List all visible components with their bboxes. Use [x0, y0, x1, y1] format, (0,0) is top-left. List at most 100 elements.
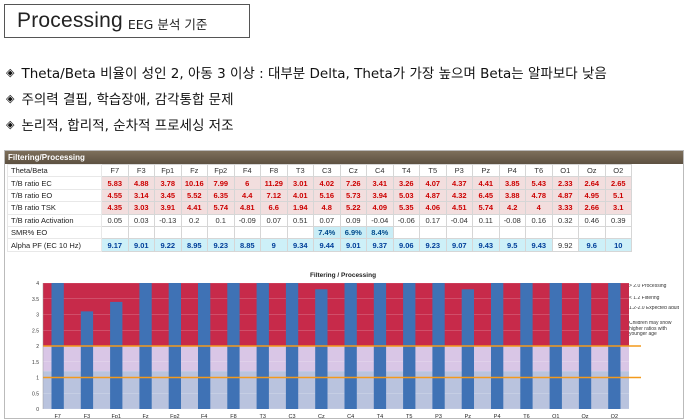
legend-item: 1.2-2.0 Expected adult — [629, 306, 679, 311]
table-cell: 4.35 — [101, 201, 129, 215]
x-tick-label: P3 — [435, 414, 442, 419]
table-cell: 0.03 — [127, 213, 155, 227]
x-tick-label: F4 — [201, 414, 207, 419]
table-cell: 7.4% — [313, 225, 341, 240]
table-cell: 2.66 — [578, 201, 606, 215]
y-tick-label: 0 — [36, 407, 39, 413]
table-cell: 4.41 — [180, 201, 208, 215]
x-tick-label: C4 — [347, 414, 354, 419]
x-tick-label: C3 — [289, 414, 296, 419]
table-cell: 9.22 — [154, 238, 182, 252]
table-cell: 0.2 — [180, 213, 208, 227]
table-cell: 4.41 — [472, 176, 500, 190]
column-header: Fz — [180, 163, 208, 178]
table-cell: 9.37 — [366, 238, 394, 252]
table-cell: 7.12 — [260, 188, 288, 203]
legend-item: > 2.0 Processing — [629, 284, 667, 289]
bullet-list: ◈ Theta/Beta 비율이 성인 2, 아동 3 이상 : 대부분 Delt… — [6, 59, 607, 137]
x-tick-label: O2 — [611, 414, 618, 419]
table-cell: 3.91 — [154, 201, 182, 215]
table-cell: 5.35 — [392, 201, 420, 215]
table-cell: 4.95 — [578, 188, 606, 203]
table-cell: 6.35 — [207, 188, 235, 203]
table-cell: 5.22 — [339, 201, 367, 215]
y-tick-label: 3 — [36, 313, 39, 319]
x-tick-label: F3 — [84, 414, 90, 419]
table-cell: 5.03 — [392, 188, 420, 203]
table-cell: -0.04 — [445, 213, 473, 227]
x-tick-label: O1 — [552, 414, 559, 419]
table-cell: 0.1 — [207, 213, 235, 227]
slide-subtitle: EEG 분석 기준 — [127, 16, 208, 32]
table-cell: 3.26 — [392, 176, 420, 190]
table-cell: 6.6 — [260, 201, 288, 215]
table-cell: 9.07 — [445, 238, 473, 252]
table-cell: 3.01 — [286, 176, 314, 190]
x-tick-label: T6 — [523, 414, 529, 419]
row-label: T/B ratio EO — [7, 188, 102, 203]
table-row: T/B ratio EC 5.83 4.88 3.78 10.16 7.99 6 11.29 3… — [7, 176, 632, 190]
legend-text: > 2.0 Processing — [629, 284, 667, 289]
table-cell — [260, 225, 288, 240]
panel-title: Filtering/Processing — [5, 151, 683, 164]
column-header: O2 — [604, 163, 632, 178]
table-header-label: Theta/Beta — [7, 163, 102, 178]
table-cell: 5.1 — [604, 188, 632, 203]
x-tick-label: T4 — [377, 414, 383, 419]
table-cell: 4.78 — [525, 188, 553, 203]
table-cell: 5.16 — [313, 188, 341, 203]
filtering-processing-panel: Filtering/Processing Theta/Beta F7 F3 Fp1 Fz… — [4, 150, 684, 419]
table-cell: 0.32 — [551, 213, 579, 227]
column-header: T6 — [525, 163, 553, 178]
column-header: F8 — [260, 163, 288, 178]
table-cell — [127, 225, 155, 240]
table-cell: 3.45 — [154, 188, 182, 203]
table-cell: -0.06 — [392, 213, 420, 227]
table-cell: 4.37 — [445, 176, 473, 190]
table-cell — [419, 225, 447, 240]
table-cell — [392, 225, 420, 240]
x-tick-label: Fz — [142, 414, 148, 419]
column-header: T3 — [286, 163, 314, 178]
table-cell: 5.43 — [525, 176, 553, 190]
theta-beta-table: Theta/Beta F7 F3 Fp1 Fz Fp2 F4 F8 T3 C3 Cz C4 T4 T5 P3… — [7, 163, 632, 252]
table-cell — [525, 225, 553, 240]
table-cell: 4.32 — [445, 188, 473, 203]
table-cell — [445, 225, 473, 240]
table-cell: 10.16 — [180, 176, 208, 190]
row-label: Alpha PF (EC 10 Hz) — [7, 238, 102, 252]
table-cell — [101, 225, 129, 240]
table-cell — [207, 225, 235, 240]
table-cell: 4.87 — [419, 188, 447, 203]
y-tick-label: 4 — [36, 281, 39, 287]
table-cell: 3.78 — [154, 176, 182, 190]
table-cell: 8.95 — [180, 238, 208, 252]
table-cell: -0.13 — [154, 213, 182, 227]
table-cell: 0.39 — [604, 213, 632, 227]
bullet-text: 주의력 결핍, 학습장애, 감각통합 문제 — [21, 92, 234, 108]
table-cell — [551, 225, 579, 240]
table-cell: 4.55 — [101, 188, 129, 203]
table-cell — [498, 225, 526, 240]
legend-item: Children may show higher ratios with you… — [629, 321, 672, 337]
table-cell: 0.16 — [525, 213, 553, 227]
table-cell: 3.14 — [127, 188, 155, 203]
table-cell: 4.07 — [419, 176, 447, 190]
x-tick-label: Oz — [582, 414, 589, 419]
column-header: F7 — [101, 163, 129, 178]
row-label: T/B ratio TSK — [7, 201, 102, 215]
column-header: P3 — [445, 163, 473, 178]
x-tick-label: Cz — [318, 414, 325, 419]
bullet-text: Theta/Beta 비율이 성인 2, 아동 3 이상 : 대부분 Delta… — [21, 66, 607, 82]
bullet-text: 논리적, 합리적, 순차적 프로세싱 저조 — [21, 118, 234, 134]
table-cell: 4.01 — [286, 188, 314, 203]
row-label: SMR% EO — [7, 225, 102, 240]
table-cell — [604, 225, 632, 240]
table-cell — [233, 225, 261, 240]
row-label: T/B ratio EC — [7, 176, 102, 190]
table-cell — [472, 225, 500, 240]
table-cell: 4.2 — [498, 201, 526, 215]
column-header: C3 — [313, 163, 341, 178]
x-tick-label: T5 — [406, 414, 412, 419]
x-tick-label: P4 — [494, 414, 501, 419]
